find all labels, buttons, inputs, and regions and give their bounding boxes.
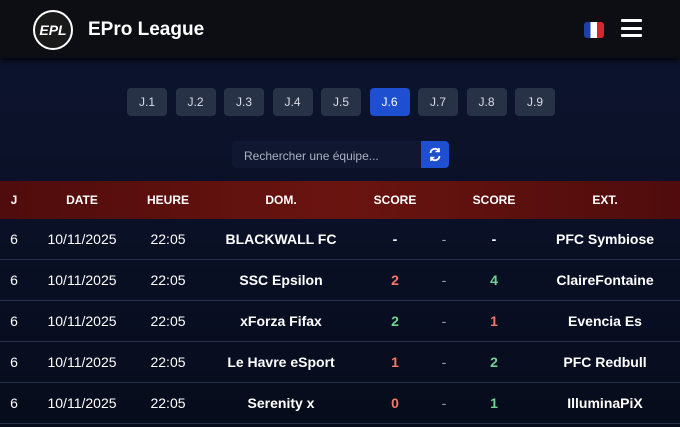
- cell: -: [392, 231, 398, 247]
- round-button[interactable]: J.7: [418, 88, 458, 116]
- round-button[interactable]: J.4: [272, 88, 313, 116]
- column-header: EXT.: [592, 193, 618, 207]
- cell: 22:05: [150, 354, 186, 370]
- column-header: DATE: [66, 193, 98, 207]
- column-header: SCORE: [373, 193, 417, 207]
- round-button[interactable]: J.6: [369, 88, 410, 116]
- column-header: HEURE: [146, 193, 190, 207]
- cell: 10/11/2025: [47, 313, 117, 329]
- cell: 10/11/2025: [47, 231, 117, 247]
- cell: PFC Symbiose: [555, 231, 655, 247]
- cell: ClaireFontaine: [556, 272, 654, 288]
- cell: -: [441, 272, 447, 288]
- cell: 1: [490, 313, 498, 329]
- cell: 6: [10, 231, 18, 247]
- language-flag[interactable]: [584, 22, 604, 38]
- cell: 10/11/2025: [47, 354, 117, 370]
- cell: 6: [10, 395, 18, 411]
- round-button[interactable]: J.9: [515, 88, 555, 116]
- cell: 0: [391, 395, 399, 411]
- round-button[interactable]: J.8: [466, 88, 507, 116]
- round-button[interactable]: J.2: [175, 88, 216, 116]
- menu-button[interactable]: [621, 19, 642, 37]
- logo[interactable]: EPL: [33, 10, 73, 50]
- refresh-icon: [429, 147, 441, 162]
- column-header: SCORE: [472, 193, 516, 207]
- match-row[interactable]: 6 10/11/2025 22:05 Serenity x 0 - 1 IlluminaPiX: [0, 383, 680, 424]
- cell: PFC Redbull: [563, 354, 647, 370]
- cell: 2: [391, 313, 399, 329]
- round-button[interactable]: J.3: [224, 88, 264, 116]
- cell: Evencia Es: [568, 313, 642, 329]
- cell: 1: [391, 354, 399, 370]
- top-bar: EPL EPro League: [0, 0, 680, 58]
- cell: 10/11/2025: [47, 272, 117, 288]
- cell: 10/11/2025: [47, 395, 117, 411]
- match-row[interactable]: 6 10/11/2025 22:05 SSC Epsilon 2 - 4 ClaireFont…: [0, 260, 680, 301]
- cell: -: [441, 313, 447, 329]
- cell: -: [441, 231, 447, 247]
- cell: 22:05: [150, 231, 186, 247]
- match-row[interactable]: 6 10/11/2025 22:05 BLACKWALL FC - - - PFC Symbi…: [0, 219, 680, 260]
- cell: 22:05: [150, 395, 186, 411]
- cell: SSC Epsilon: [239, 272, 323, 288]
- cell: 1: [490, 395, 498, 411]
- column-header: DOM.: [265, 193, 297, 207]
- column-header: J: [10, 193, 18, 207]
- cell: BLACKWALL FC: [225, 231, 337, 247]
- cell: 6: [10, 354, 18, 370]
- cell: 6: [10, 272, 18, 288]
- cell: 22:05: [150, 272, 186, 288]
- round-button[interactable]: J.5: [321, 88, 361, 116]
- app-title: EPro League: [88, 19, 205, 40]
- round-button[interactable]: J.1: [127, 88, 167, 116]
- search-input[interactable]: Rechercher une équipe...: [232, 141, 421, 168]
- table-header: J DATE HEURE DOM. SCORE SCORE EXT.: [0, 181, 680, 219]
- match-row[interactable]: 6 10/11/2025 22:05 Le Havre eSport 1 - 2 PFC Re…: [0, 342, 680, 383]
- cell: IlluminaPiX: [567, 395, 643, 411]
- match-row[interactable]: 6 10/11/2025 22:05 xForza Fifax 2 - 1 Evencia E…: [0, 301, 680, 342]
- cell: -: [491, 231, 497, 247]
- cell: -: [441, 354, 447, 370]
- cell: xForza Fifax: [240, 313, 322, 329]
- refresh-button[interactable]: [421, 141, 449, 168]
- cell: 2: [391, 272, 399, 288]
- cell: 6: [10, 313, 18, 329]
- cell: Serenity x: [247, 395, 315, 411]
- cell: -: [441, 395, 447, 411]
- cell: Le Havre eSport: [227, 354, 335, 370]
- cell: 2: [490, 354, 498, 370]
- cell: 22:05: [150, 313, 186, 329]
- cell: 4: [490, 272, 498, 288]
